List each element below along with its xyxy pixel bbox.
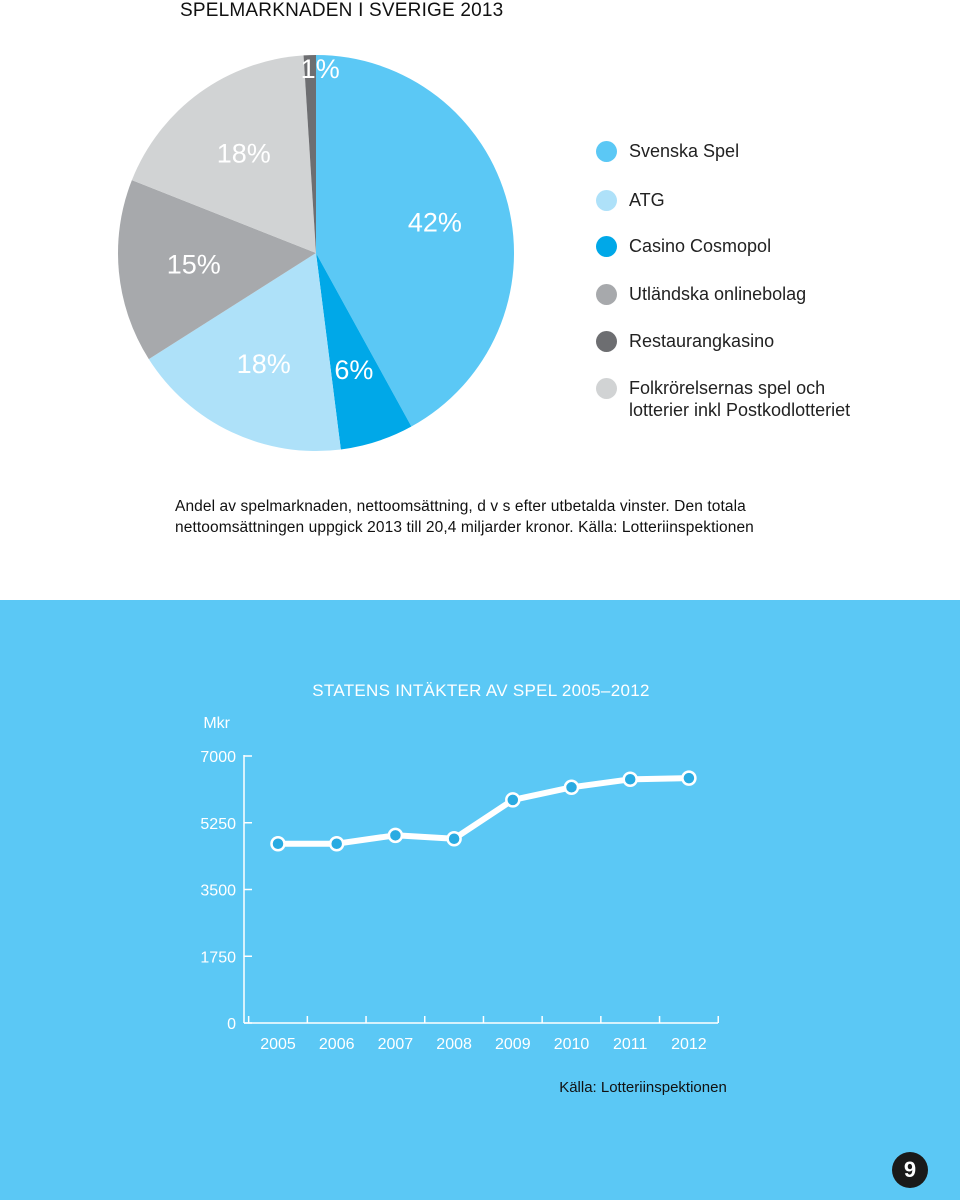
- x-tick-label: 2010: [554, 1036, 590, 1053]
- pie-label-atg: 18%: [237, 349, 291, 379]
- legend-label: ATG: [629, 190, 665, 210]
- pie-label-restaurangkasino: 1%: [301, 54, 340, 84]
- x-tick-label: 2007: [378, 1036, 414, 1053]
- y-tick-label: 3500: [200, 883, 236, 900]
- legend-label: Restaurangkasino: [629, 331, 775, 351]
- pie-slice-utl-ndska-onlinebolag: [117, 180, 316, 360]
- y-axis-label: Mkr: [203, 715, 230, 732]
- pie-slice-restaurangkasino: [303, 55, 316, 253]
- legend-swatch: [596, 331, 617, 352]
- y-tick-label: 7000: [200, 749, 236, 766]
- line-chart-title: STATENS INTÄKTER AV SPEL 2005–2012: [312, 681, 649, 700]
- data-point: [622, 771, 638, 788]
- legend-item: Folkrörelsernas spel och lotterier inkl …: [596, 372, 850, 421]
- legend-item: Svenska Spel: [596, 135, 739, 162]
- legend-item: ATG: [596, 184, 665, 211]
- legend-swatch: [596, 236, 617, 257]
- y-tick-label: 0: [227, 1016, 236, 1033]
- data-point: [505, 792, 521, 808]
- data-point: [387, 827, 404, 844]
- pie-label-utl-ndska-onlinebolag: 15%: [167, 250, 221, 280]
- pie-label-casino-cosmopol: 6%: [334, 355, 373, 385]
- pie-caption: Andel av spelmarknaden, nettoomsättning,…: [175, 498, 754, 536]
- pie-slice-casino-cosmopol: [316, 253, 412, 450]
- y-tick-label: 1750: [200, 949, 236, 966]
- x-tick-label: 2012: [671, 1036, 707, 1053]
- data-point: [328, 835, 345, 852]
- x-tick-label: 2006: [319, 1036, 355, 1053]
- line-chart-panel: [0, 600, 960, 1200]
- data-point: [270, 835, 286, 852]
- line-chart-source: Källa: Lotteriinspektionen: [559, 1079, 727, 1096]
- legend-swatch: [596, 378, 617, 399]
- page-number: 9: [892, 1152, 928, 1188]
- pie-slice-svenska-spel: [316, 55, 515, 427]
- data-point: [446, 831, 462, 847]
- x-tick-label: 2009: [495, 1036, 531, 1053]
- series-line: [278, 775, 689, 847]
- pie-label-svenska-spel: 42%: [408, 208, 462, 238]
- x-tick-label: 2008: [436, 1036, 472, 1053]
- data-point: [563, 779, 580, 796]
- legend-swatch: [596, 141, 617, 162]
- x-tick-label: 2005: [260, 1036, 296, 1053]
- y-tick-label: 5250: [200, 816, 236, 833]
- data-point: [681, 770, 697, 786]
- pie-slice-folkr-relsernas-spel-och-lotterier-inkl-postkodlotteriet: [131, 55, 316, 253]
- legend-swatch: [596, 190, 617, 211]
- legend-item: Utländska onlinebolag: [596, 278, 806, 305]
- pie-slice-atg: [148, 253, 341, 452]
- legend-label: Folkrörelsernas spel och lotterier inkl …: [629, 378, 851, 420]
- legend-label: Utländska onlinebolag: [629, 284, 807, 304]
- legend-label: Casino Cosmopol: [629, 236, 772, 256]
- x-tick-label: 2011: [613, 1036, 648, 1053]
- legend-swatch: [596, 284, 617, 305]
- pie-label-folkr-relsernas-spel-och-lotterier-inkl-postkodlotteriet: 18%: [217, 139, 271, 169]
- page-title: SPELMARKNADEN I SVERIGE 2013: [180, 0, 504, 21]
- legend-item: Restaurangkasino: [596, 325, 774, 352]
- legend-item: Casino Cosmopol: [596, 230, 771, 257]
- pie-chart: 42% 6% 18% 15% 18% 1%: [117, 54, 515, 452]
- legend-label: Svenska Spel: [629, 141, 740, 161]
